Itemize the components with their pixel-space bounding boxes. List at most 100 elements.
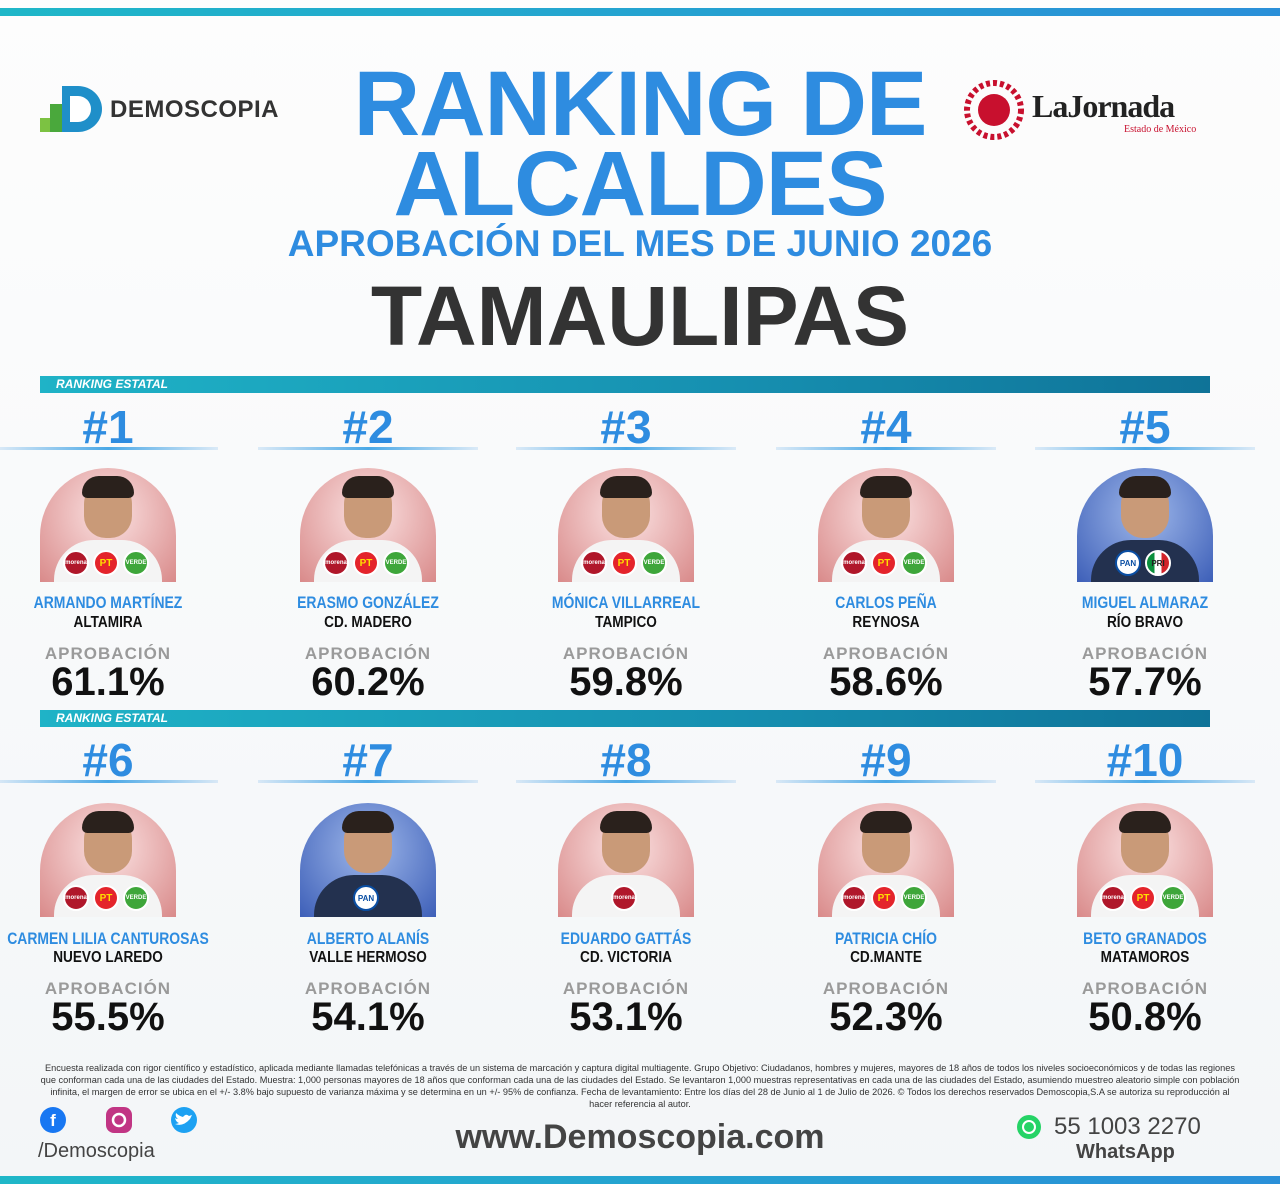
hair (82, 811, 134, 833)
approval-label: APROBACIÓN (822, 644, 950, 663)
photo: morena PT VERDE (300, 468, 436, 582)
city: TAMPICO (595, 614, 657, 631)
party-badge: morena (63, 550, 89, 576)
party-badge: morena (1100, 885, 1126, 911)
mayor-name: PATRICIA CHÍO (835, 929, 937, 948)
rank-underline (1035, 780, 1255, 783)
hair (860, 811, 912, 833)
approval-label: APROBACIÓN (562, 644, 690, 663)
rank-underline (0, 780, 218, 783)
mayor-name: CARLOS PEÑA (835, 593, 937, 612)
city: NUEVO LAREDO (53, 949, 163, 966)
rank: #10 (1106, 734, 1184, 786)
approval: 53.1% (569, 995, 683, 1039)
demoscopia-icon (40, 86, 102, 132)
subtitle: APROBACIÓN DEL MES DE JUNIO 2026 (287, 223, 993, 264)
logo-left: DEMOSCOPIA (110, 96, 280, 123)
photo: morena PT VERDE (558, 468, 694, 582)
rank: #9 (860, 734, 912, 786)
party-badge: VERDE (1160, 885, 1186, 911)
mayor-name: CARMEN LILIA CANTUROSAS (7, 929, 209, 948)
photo: morena PT VERDE (40, 803, 176, 917)
jornada-icon (964, 80, 1024, 140)
party-badge: morena (841, 885, 867, 911)
city: CD.MANTE (850, 949, 922, 966)
approval-label: APROBACIÓN (44, 644, 172, 663)
party-badge: PT (93, 885, 119, 911)
rank-underline (258, 447, 478, 450)
photo: PAN (300, 803, 436, 917)
party-badge: PT (353, 550, 379, 576)
section-bar: RANKING ESTATAL (40, 710, 1210, 727)
state: TAMAULIPAS (370, 269, 910, 363)
photo: morena PT VERDE (818, 803, 954, 917)
party-badge: morena (323, 550, 349, 576)
rank: #2 (342, 401, 394, 453)
phone-label: WhatsApp (1076, 1141, 1175, 1163)
party-badge: PT (871, 885, 897, 911)
logo-right: LaJornada (1032, 88, 1175, 124)
approval: 57.7% (1088, 660, 1202, 704)
rank: #1 (82, 401, 134, 453)
title-line-2: ALCALDES (393, 133, 888, 235)
mayor-name: BETO GRANADOS (1083, 929, 1207, 948)
mayor-name: ALBERTO ALANÍS (306, 929, 430, 948)
title-line-1: RANKING DE (353, 53, 928, 155)
section-label: RANKING ESTATAL (56, 711, 168, 725)
rank-underline (516, 780, 736, 783)
rank: #7 (342, 734, 394, 786)
approval: 54.1% (311, 995, 425, 1039)
rank: #5 (1119, 401, 1171, 453)
hair (860, 476, 912, 498)
rank-underline (0, 447, 218, 450)
rank: #3 (600, 401, 652, 453)
social-icons: f (40, 1107, 197, 1133)
website: www.Demoscopia.com (455, 1118, 825, 1156)
party-badge: VERDE (123, 550, 149, 576)
city: VALLE HERMOSO (309, 949, 427, 966)
city: REYNOSA (852, 614, 920, 631)
party-badge: PT (871, 550, 897, 576)
city: MATAMOROS (1100, 949, 1190, 966)
party-badge: PT (1130, 885, 1156, 911)
approval: 61.1% (51, 660, 165, 704)
logo-right-sub: Estado de México (1124, 124, 1197, 135)
approval: 55.5% (51, 995, 165, 1039)
section-bar: RANKING ESTATAL (40, 376, 1210, 393)
approval: 59.8% (569, 660, 683, 704)
section-label: RANKING ESTATAL (56, 377, 168, 391)
whatsapp-icon (1017, 1115, 1041, 1139)
party-badge: PT (93, 550, 119, 576)
disclaimer: Encuesta realizada con rigor científico … (40, 1063, 1240, 1109)
party-badge: PAN (1115, 550, 1141, 576)
party-badge: VERDE (901, 550, 927, 576)
party-badge: VERDE (123, 885, 149, 911)
svg-text:f: f (50, 1111, 56, 1130)
approval-label: APROBACIÓN (1081, 644, 1209, 663)
mayor-name: ARMANDO MARTÍNEZ (33, 593, 183, 612)
hair (82, 476, 134, 498)
mayor-name: EDUARDO GATTÁS (560, 929, 692, 948)
mayor-name: MIGUEL ALMARAZ (1081, 593, 1209, 612)
photo: morena (558, 803, 694, 917)
city: CD. MADERO (324, 614, 412, 631)
city: RÍO BRAVO (1106, 614, 1184, 631)
party-badge: PT (611, 550, 637, 576)
rank-underline (776, 447, 996, 450)
phone: 55 1003 2270 (1054, 1113, 1201, 1140)
mayor-name: MÓNICA VILLARREAL (551, 593, 701, 612)
social-handle: /Demoscopia (38, 1140, 155, 1162)
city: ALTAMIRA (73, 614, 143, 631)
approval: 52.3% (829, 995, 943, 1039)
approval-label: APROBACIÓN (1081, 979, 1209, 998)
approval-label: APROBACIÓN (562, 979, 690, 998)
rank-underline (516, 447, 736, 450)
approval-label: APROBACIÓN (822, 979, 950, 998)
approval: 58.6% (829, 660, 943, 704)
party-badge: morena (611, 885, 637, 911)
party-badge: PRI (1145, 550, 1171, 576)
approval-label: APROBACIÓN (304, 979, 432, 998)
approval-label: APROBACIÓN (304, 644, 432, 663)
approval: 60.2% (311, 660, 425, 704)
